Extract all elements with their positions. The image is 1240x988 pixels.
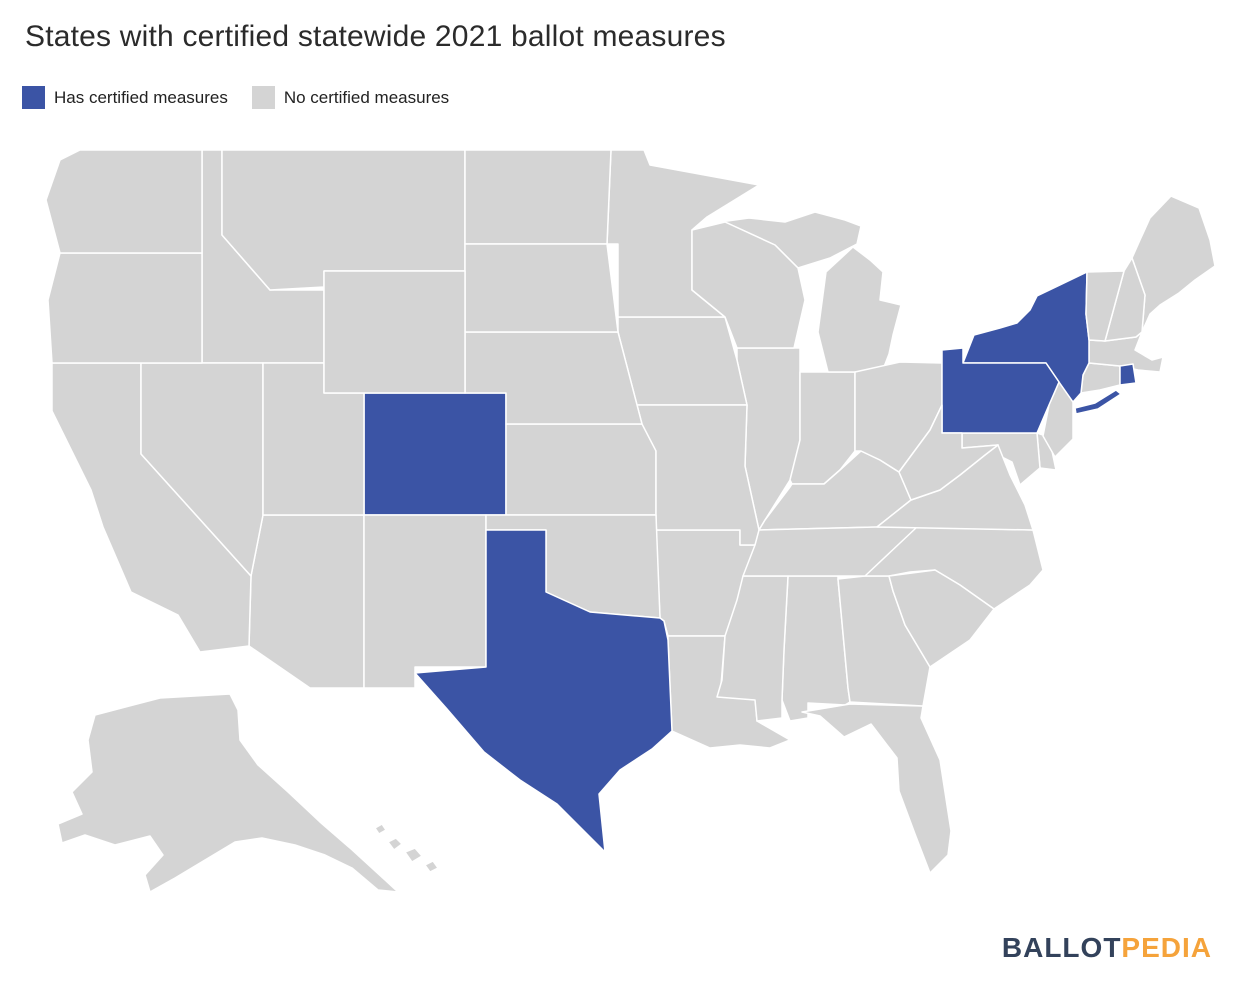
legend-item-certified: Has certified measures — [22, 86, 228, 109]
state-ak[interactable]: Alaska — [57, 693, 399, 893]
legend-item-none: No certified measures — [251, 86, 450, 109]
state-fl[interactable]: Florida — [801, 703, 952, 874]
state-nd[interactable]: North Dakota — [464, 149, 612, 245]
state-hi[interactable]: Hawaii — [404, 847, 423, 863]
state-wv[interactable]: West Virginia — [898, 404, 999, 501]
state-hi[interactable]: Hawaii — [374, 823, 387, 835]
state-or[interactable]: Oregon — [47, 252, 203, 364]
state-mo[interactable]: Missouri — [636, 404, 771, 546]
state-mi[interactable]: Michigan — [817, 246, 902, 373]
state-nm[interactable]: New Mexico — [363, 514, 487, 689]
state-vt[interactable]: Vermont — [1085, 270, 1125, 342]
state-hi[interactable]: Hawaii — [387, 837, 403, 851]
state-tx[interactable]: Texas — [414, 529, 673, 853]
legend-swatch-none — [251, 86, 275, 109]
state-sc[interactable]: South Carolina — [888, 569, 995, 668]
state-pa[interactable]: Pennsylvania — [941, 347, 1060, 434]
legend-label-certified: Has certified measures — [54, 87, 228, 107]
state-wa[interactable]: Washington — [45, 149, 203, 254]
state-az[interactable]: Arizona — [248, 514, 365, 689]
logo-ballot: BALLOT — [1001, 932, 1122, 963]
state-ri[interactable]: Rhode Island — [1119, 363, 1137, 386]
state-ia[interactable]: Iowa — [617, 316, 748, 406]
logo-pedia: PEDIA — [1121, 932, 1212, 963]
legend-swatch-certified — [22, 86, 45, 109]
state-wi[interactable]: Wisconsin — [691, 221, 806, 349]
ballotpedia-logo: BALLOTPEDIA — [1002, 932, 1212, 964]
state-me[interactable]: Maine — [1131, 195, 1216, 333]
state-co[interactable]: Colorado — [363, 392, 507, 516]
state-nv[interactable]: Nevada — [140, 362, 264, 577]
legend-label-none: No certified measures — [283, 87, 450, 107]
state-wy[interactable]: Wyoming — [323, 270, 466, 394]
state-ny[interactable]: New York — [1074, 389, 1122, 415]
legend: Has certified measures No certified meas… — [22, 86, 449, 109]
state-sd[interactable]: South Dakota — [464, 243, 619, 333]
state-hi[interactable]: Hawaii — [424, 860, 439, 873]
state-ks[interactable]: Kansas — [505, 423, 657, 516]
state-mt[interactable]: Montana — [221, 149, 466, 291]
page-title: States with certified statewide 2021 bal… — [25, 20, 726, 53]
state-ms[interactable]: Mississippi — [716, 575, 789, 722]
